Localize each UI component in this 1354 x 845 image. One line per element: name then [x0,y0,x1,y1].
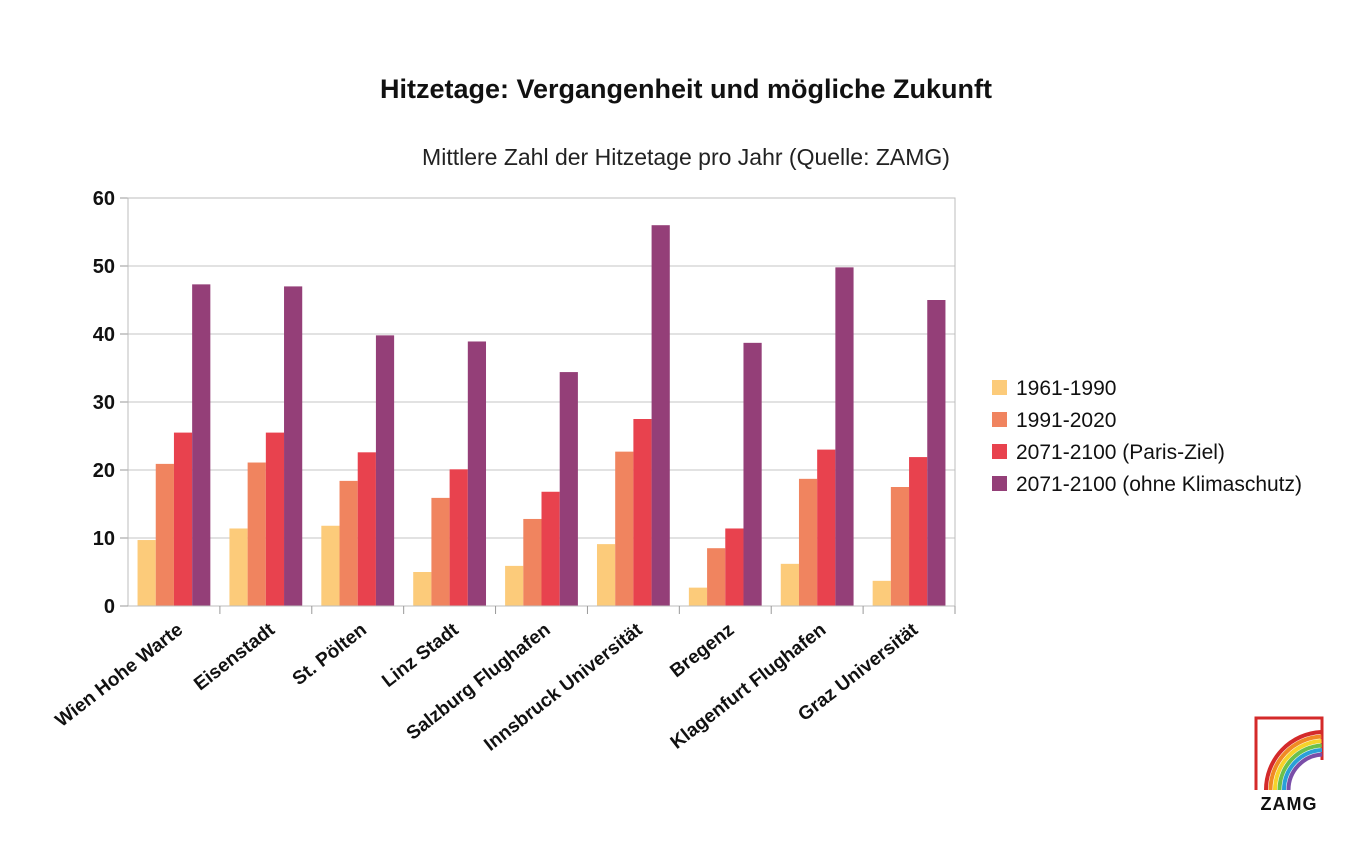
bar [265,432,285,606]
legend-label: 1961-1990 [1016,377,1116,400]
x-tick-label: St. Pölten [289,619,371,689]
legend: 1961-1990 1991-2020 2071-2100 (Paris-Ziel)… [992,377,1302,496]
chart-title: Hitzetage: Vergangenheit und mögliche Zu… [379,74,993,104]
y-tick-label: 10 [93,528,115,550]
legend-swatch [992,380,1007,395]
bar [596,544,616,606]
chart-subtitle: Mittlere Zahl der Hitzetage pro Jahr (Qu… [422,144,950,170]
bar [927,300,946,606]
logo-arc [1286,752,1323,790]
legend-label: 1991-2020 [1016,409,1116,432]
logo-arc [1263,730,1322,790]
bar [559,372,578,606]
logo-frame [1254,716,1324,790]
bar [339,480,358,606]
bar [173,432,193,606]
bar [284,286,303,606]
legend-swatch [992,476,1007,491]
legend-swatch [992,444,1007,459]
y-tick-label: 30 [93,392,115,414]
bar [541,491,560,606]
bar [229,528,248,606]
bar [321,525,340,606]
bar [909,457,928,606]
bar [615,451,634,606]
x-tick-label: Linz Stadt [378,619,463,692]
legend-swatch [992,412,1007,427]
bar [449,469,468,606]
bar [872,580,891,606]
bar [633,419,652,606]
bar [431,497,450,606]
x-tick-label: Klagenfurt Flughafen [667,619,830,753]
bar [725,528,744,606]
logo-arc [1272,739,1322,790]
bar [505,565,524,606]
y-tick-label: 0 [104,596,115,618]
bar [467,341,487,606]
y-tick-label: 60 [93,188,115,210]
legend-label: 2071-2100 (Paris-Ziel) [1016,441,1225,464]
bar [137,540,156,606]
x-tick-label: Wien Hohe Warte [52,619,187,731]
plot-area [127,197,956,607]
bar [413,572,432,606]
bar [651,225,670,606]
bar [780,563,799,606]
logo-arc [1277,743,1322,790]
zamg-logo-icon [1254,716,1324,790]
bar [707,548,726,606]
x-tick-label: Innsbruck Universität [480,619,647,756]
bar [357,452,376,606]
zamg-logo-text: ZAMG [1260,794,1318,814]
y-tick-label: 40 [93,324,115,346]
x-tick-label: Bregenz [666,619,738,682]
bar [798,478,818,606]
y-tick-label: 20 [93,460,115,482]
bar [155,463,174,606]
bar [375,335,395,606]
y-tick-label: 50 [93,256,115,278]
logo-arc [1268,734,1322,790]
bar [192,284,211,606]
bar [890,487,910,606]
bars [137,225,946,606]
legend-label: 2071-2100 (ohne Klimaschutz) [1016,473,1302,496]
bar [247,462,266,606]
bar [523,518,542,606]
bar [835,267,854,606]
bar [743,342,762,606]
x-tick-label: Eisenstadt [190,619,279,695]
bar [817,449,836,606]
bar [688,587,708,606]
logo-arc [1281,748,1323,790]
zamg-logo: ZAMG [1248,716,1330,820]
